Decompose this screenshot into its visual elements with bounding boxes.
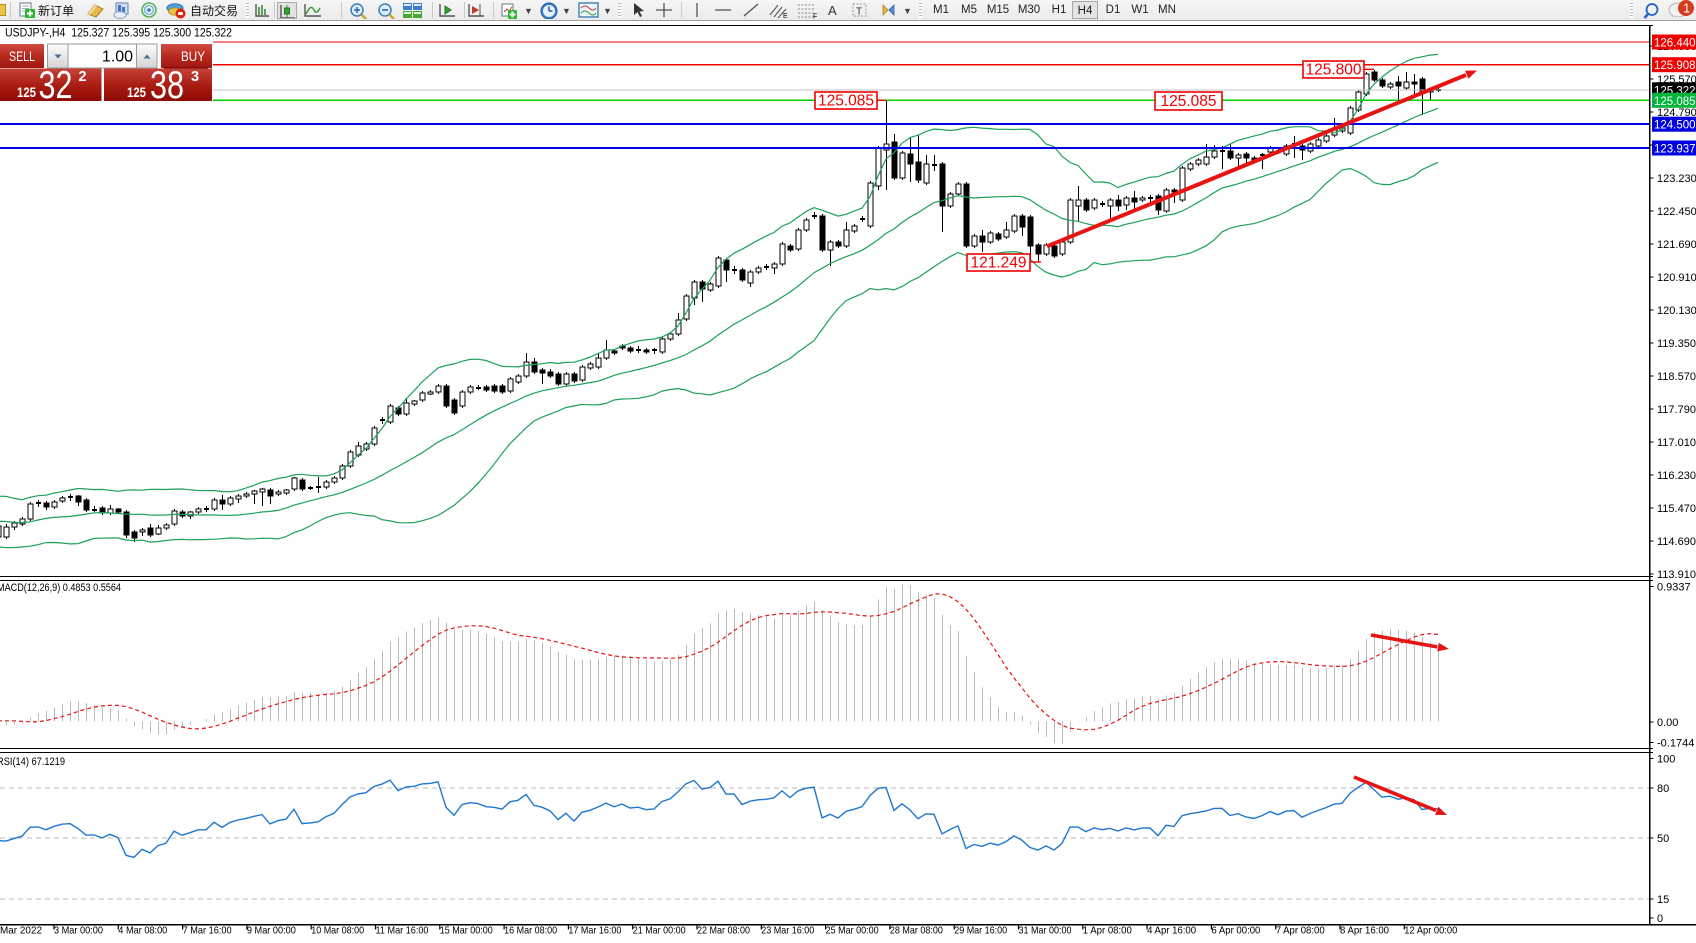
svg-text:32: 32 — [39, 64, 73, 107]
svg-text:16 Mar 08:00: 16 Mar 08:00 — [504, 925, 557, 937]
svg-text:117.790: 117.790 — [1657, 404, 1696, 416]
svg-text:125.085: 125.085 — [1160, 93, 1216, 110]
svg-text:0.00: 0.00 — [1657, 717, 1678, 729]
svg-text:RSI(14) 67.1219: RSI(14) 67.1219 — [0, 756, 65, 768]
svg-text:28 Mar 08:00: 28 Mar 08:00 — [890, 925, 943, 937]
svg-text:117.010: 117.010 — [1657, 437, 1696, 449]
svg-text:1: 1 — [1683, 1, 1690, 16]
svg-text:MACD(12,26,9) 0.4853 0.5564: MACD(12,26,9) 0.4853 0.5564 — [0, 582, 121, 594]
svg-text:124.790: 124.790 — [1657, 107, 1696, 119]
svg-text:119.350: 119.350 — [1657, 338, 1696, 350]
svg-text:3 Mar 00:00: 3 Mar 00:00 — [54, 925, 103, 937]
svg-text:4 Apr 16:00: 4 Apr 16:00 — [1147, 925, 1196, 937]
svg-text:-0.1744: -0.1744 — [1657, 738, 1694, 750]
svg-text:0: 0 — [1657, 913, 1663, 925]
svg-text:29 Mar 16:00: 29 Mar 16:00 — [954, 925, 1007, 937]
svg-text:125.800: 125.800 — [1305, 62, 1361, 79]
svg-text:115.470: 115.470 — [1657, 503, 1696, 515]
svg-text:12 Apr 00:00: 12 Apr 00:00 — [1404, 925, 1457, 937]
svg-text:113.910: 113.910 — [1657, 569, 1696, 581]
svg-text:114.690: 114.690 — [1657, 536, 1696, 548]
svg-text:E: E — [783, 13, 788, 19]
svg-text:21 Mar 00:00: 21 Mar 00:00 — [633, 925, 686, 937]
svg-text:125: 125 — [127, 85, 146, 100]
svg-text:25 Mar 00:00: 25 Mar 00:00 — [826, 925, 879, 937]
svg-text:38: 38 — [150, 64, 184, 107]
svg-text:124.500: 124.500 — [1654, 120, 1696, 132]
svg-text:125: 125 — [17, 85, 36, 100]
svg-text:2: 2 — [79, 69, 87, 85]
svg-text:22 Mar 08:00: 22 Mar 08:00 — [697, 925, 750, 937]
svg-text:Mar 2022: Mar 2022 — [0, 925, 42, 937]
svg-text:120.130: 120.130 — [1657, 305, 1696, 317]
svg-text:F: F — [813, 14, 817, 20]
svg-text:15 Mar 00:00: 15 Mar 00:00 — [440, 925, 493, 937]
svg-text:122.450: 122.450 — [1657, 206, 1696, 218]
svg-text:121.690: 121.690 — [1657, 239, 1696, 251]
svg-text:120.910: 120.910 — [1657, 272, 1696, 284]
svg-text:7 Apr 08:00: 7 Apr 08:00 — [1276, 925, 1325, 937]
svg-text:15: 15 — [1657, 894, 1669, 906]
svg-text:80: 80 — [1657, 783, 1669, 795]
svg-text:125.908: 125.908 — [1654, 60, 1696, 72]
svg-text:SELL: SELL — [9, 49, 35, 64]
svg-text:116.230: 116.230 — [1657, 470, 1696, 482]
svg-text:10 Mar 08:00: 10 Mar 08:00 — [311, 925, 364, 937]
svg-text:0.9337: 0.9337 — [1657, 582, 1691, 594]
svg-text:9 Mar 00:00: 9 Mar 00:00 — [247, 925, 296, 937]
svg-text:1 Apr 08:00: 1 Apr 08:00 — [1083, 925, 1132, 937]
svg-text:31 Mar 00:00: 31 Mar 00:00 — [1019, 925, 1072, 937]
svg-text:T: T — [856, 7, 862, 18]
svg-text:50: 50 — [1657, 833, 1669, 845]
svg-text:126.440: 126.440 — [1654, 38, 1696, 50]
svg-text:6 Apr 00:00: 6 Apr 00:00 — [1211, 925, 1260, 937]
svg-text:100: 100 — [1657, 754, 1675, 766]
svg-text:123.937: 123.937 — [1654, 144, 1696, 156]
svg-text:USDJPY-,H4 125.327 125.395 12: USDJPY-,H4 125.327 125.395 125.300 125.3… — [5, 28, 232, 40]
svg-text:118.570: 118.570 — [1657, 371, 1696, 383]
svg-text:3: 3 — [191, 69, 199, 85]
svg-text:8 Apr 16:00: 8 Apr 16:00 — [1340, 925, 1389, 937]
svg-text:7 Mar 16:00: 7 Mar 16:00 — [183, 925, 232, 937]
svg-text:BUY: BUY — [181, 49, 205, 64]
svg-text:121.249: 121.249 — [970, 255, 1026, 272]
svg-text:123.230: 123.230 — [1657, 173, 1696, 185]
svg-text:17 Mar 16:00: 17 Mar 16:00 — [568, 925, 621, 937]
svg-text:11 Mar 16:00: 11 Mar 16:00 — [376, 925, 429, 937]
svg-text:1.00: 1.00 — [102, 49, 133, 66]
svg-text:4 Mar 08:00: 4 Mar 08:00 — [118, 925, 167, 937]
svg-text:125.085: 125.085 — [818, 93, 874, 110]
svg-text:23 Mar 16:00: 23 Mar 16:00 — [761, 925, 814, 937]
svg-text:125.085: 125.085 — [1654, 96, 1696, 108]
